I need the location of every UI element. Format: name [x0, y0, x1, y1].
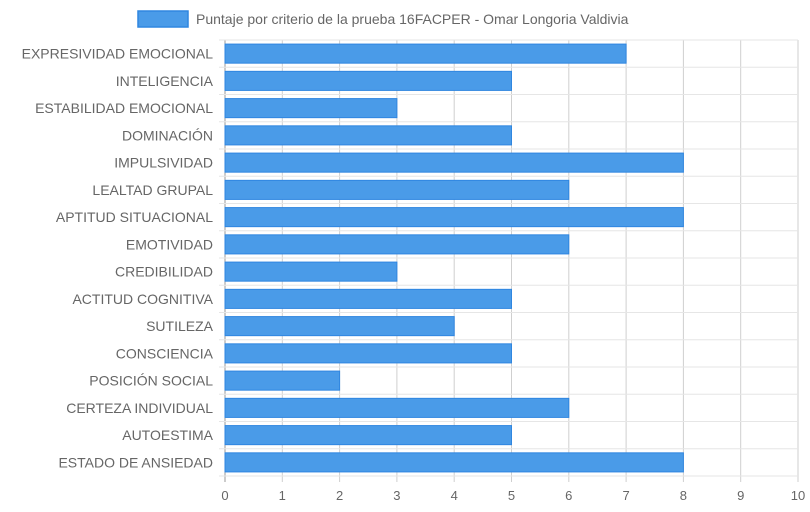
category-label: ACTITUD COGNITIVA: [72, 291, 213, 307]
legend-swatch[interactable]: [137, 10, 189, 28]
bar[interactable]: [224, 125, 512, 146]
category-label: DOMINACIÓN: [122, 127, 213, 143]
category-label: ESTADO DE ANSIEDAD: [58, 454, 213, 470]
bar[interactable]: [224, 316, 455, 337]
category-label: CONSCIENCIA: [116, 345, 214, 361]
category-label: AUTOESTIMA: [122, 427, 213, 443]
x-tick-label: 9: [737, 488, 744, 503]
x-axis-ticks: 0 1 2 3 4 5 6 7 8 9 10: [221, 488, 805, 503]
bar[interactable]: [224, 452, 684, 473]
x-tick-label: 10: [791, 488, 805, 503]
legend-label[interactable]: Puntaje por criterio de la prueba 16FACP…: [196, 11, 629, 27]
category-label: APTITUD SITUACIONAL: [56, 209, 213, 225]
x-tick-label: 4: [451, 488, 458, 503]
category-label: POSICIÓN SOCIAL: [89, 373, 213, 389]
bar[interactable]: [224, 261, 398, 282]
legend[interactable]: Puntaje por criterio de la prueba 16FACP…: [137, 10, 629, 28]
category-label: CERTEZA INDIVIDUAL: [66, 400, 213, 416]
bar[interactable]: [224, 397, 570, 418]
category-label: INTELIGENCIA: [116, 73, 214, 89]
category-label: SUTILEZA: [146, 318, 214, 334]
category-label: EXPRESIVIDAD EMOCIONAL: [22, 46, 214, 62]
bar[interactable]: [224, 70, 512, 91]
bar[interactable]: [224, 207, 684, 228]
category-label: LEALTAD GRUPAL: [92, 182, 213, 198]
x-tick-label: 6: [565, 488, 572, 503]
category-label: IMPULSIVIDAD: [114, 155, 213, 171]
x-tick-label: 8: [680, 488, 687, 503]
x-tick-label: 3: [393, 488, 400, 503]
category-labels: EXPRESIVIDAD EMOCIONAL INTELIGENCIA ESTABI…: [22, 46, 214, 471]
gridlines: [219, 39, 799, 482]
category-label: EMOTIVIDAD: [126, 236, 213, 252]
x-tick-label: 5: [508, 488, 515, 503]
bar[interactable]: [224, 179, 570, 200]
bar[interactable]: [224, 288, 512, 309]
bar[interactable]: [224, 425, 512, 446]
bar[interactable]: [224, 98, 398, 119]
x-tick-label: 0: [221, 488, 228, 503]
bar[interactable]: [224, 43, 627, 64]
bar[interactable]: [224, 234, 570, 255]
category-label: ESTABILIDAD EMOCIONAL: [35, 100, 213, 116]
category-label: CREDIBILIDAD: [115, 264, 213, 280]
bar-series: [224, 43, 684, 473]
bar[interactable]: [224, 152, 684, 173]
x-tick-label: 1: [279, 488, 286, 503]
x-tick-label: 7: [622, 488, 629, 503]
x-tick-label: 2: [336, 488, 343, 503]
bar[interactable]: [224, 370, 341, 391]
bar[interactable]: [224, 343, 512, 364]
